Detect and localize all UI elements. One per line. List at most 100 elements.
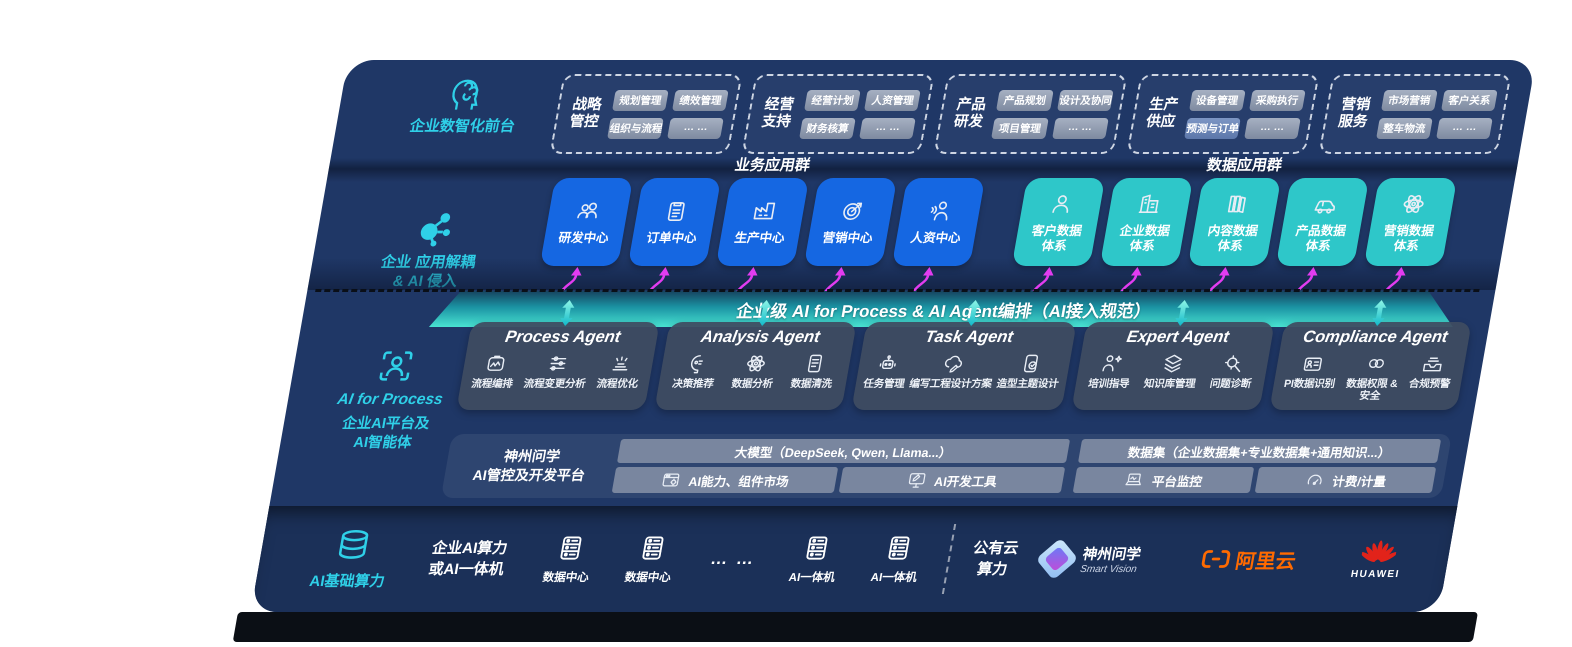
agent-title: Task Agent <box>923 328 1015 346</box>
model-platform-group: 大模型（DeepSeek, Qwen, Llama...） AI能力、组件市场 … <box>611 439 1071 493</box>
atom-icon <box>1398 191 1429 217</box>
app-label: 营销中心 <box>821 231 874 245</box>
infra-nodes: 数据中心 数据中心 … … AI一体机 AI一体机 <box>523 519 943 599</box>
optimize-stack-icon <box>607 352 634 375</box>
smart-vision-logo: 神州问学 Smart Vision <box>1035 537 1191 581</box>
group-label: 战略 管控 <box>568 97 603 130</box>
app-column: 企业数据 体系 <box>1093 178 1194 303</box>
node-datacenter: 数据中心 <box>523 519 615 599</box>
id-card-icon <box>1300 352 1327 375</box>
pill: 规划管理 <box>612 89 669 111</box>
app-box-order-center: 订单中心 <box>627 178 722 266</box>
app-label: 客户数据 体系 <box>1030 223 1084 253</box>
smart-vision-diamond-icon <box>1035 537 1079 581</box>
pill: 组织与流程 <box>607 117 664 139</box>
agent-item: 流程优化 <box>596 352 644 390</box>
robot-icon <box>874 352 901 375</box>
floor-shadow <box>232 612 1478 642</box>
app-label: 生产中心 <box>733 231 786 245</box>
app-label: 订单中心 <box>645 231 698 245</box>
hr-people-icon <box>925 198 956 224</box>
pill: 财务核算 <box>799 117 857 139</box>
app-box-hr-center: 人资中心 <box>891 178 986 266</box>
document-icon <box>801 352 828 375</box>
agent-column: Process Agent 流程编排 流程变更分析 流程优化 <box>456 300 663 410</box>
server-icon <box>799 533 834 563</box>
agent-item: 决策推荐 <box>671 352 719 390</box>
scan-person-icon <box>373 346 420 386</box>
server-icon <box>635 533 670 563</box>
agent-item: 知识库管理 <box>1143 352 1201 390</box>
pill: 绩效管理 <box>672 89 730 111</box>
pill: … … <box>1243 117 1301 139</box>
agent-column: Expert Agent 培训指导 知识库管理 问题诊断 <box>1071 300 1278 410</box>
infra-rail: AI基础算力 <box>290 527 411 591</box>
app-column: 客户数据 体系 <box>1005 178 1106 303</box>
teal-double-arrow <box>560 300 575 326</box>
app-box-marketing-center: 营销中心 <box>803 178 898 266</box>
agent-item: 任务管理 <box>862 352 910 390</box>
app-label: 营销数据 体系 <box>1382 223 1436 253</box>
agent-card-compliance: Compliance Agent PI数据识别 数据权限 & 安全 合规预警 <box>1268 322 1472 410</box>
books-icon <box>1222 191 1253 217</box>
group-label: 产品 研发 <box>952 97 988 130</box>
group-label: 经营 支持 <box>760 97 796 130</box>
alicloud-label: 阿里云 <box>1233 550 1298 573</box>
devtools-bar: AI开发工具 <box>838 467 1066 493</box>
brain-head-icon <box>443 72 492 114</box>
app-label: 产品数据 体系 <box>1294 223 1348 253</box>
monitor-icon <box>1123 470 1147 490</box>
smart-vision-zh: 神州问学 <box>1081 547 1143 563</box>
pill: 人资管理 <box>864 89 922 111</box>
dashed-separator-line <box>315 289 1480 292</box>
pill: 项目管理 <box>991 117 1049 139</box>
alicloud-logo: 阿里云 <box>1199 545 1328 574</box>
app-column: 订单中心 <box>621 178 722 303</box>
huawei-label: HUAWEI <box>1349 568 1401 580</box>
pill: 整车物流 <box>1375 117 1433 139</box>
app-box-production-center: 生产中心 <box>715 178 810 266</box>
agent-item: 数据权限 & 安全 <box>1343 352 1403 402</box>
inbox-alert-icon <box>1420 352 1447 375</box>
app-column: 产品数据 体系 <box>1269 178 1370 303</box>
agent-item: 合规预警 <box>1408 352 1456 390</box>
pill: 预测与订单 <box>1183 117 1241 139</box>
business-apps: 研发中心 订单中心 生产中心 <box>533 178 986 303</box>
pill: 采购执行 <box>1248 89 1306 111</box>
data-apps-title: 数据应用群 <box>1205 157 1284 174</box>
pill: … … <box>1051 117 1109 139</box>
agent-title: Analysis Agent <box>699 328 822 346</box>
smart-vision-en: Smart Vision <box>1079 564 1138 575</box>
huawei-logo: HUAWEI <box>1332 539 1423 580</box>
agent-item: 编写工程设计方案 <box>908 352 997 390</box>
app-column: 生产中心 <box>709 178 810 303</box>
huawei-flower-icon <box>1360 540 1398 562</box>
group-marketing-service: 营销 服务 市场营销 客户关系 整车物流 … … <box>1318 74 1512 154</box>
compute-label: 企业AI算力 或AI一体机 <box>427 540 509 578</box>
agent-title: Process Agent <box>503 328 622 346</box>
pill: … … <box>859 117 917 139</box>
infra-band: AI基础算力 企业AI算力 或AI一体机 数据中心 数据中心 … … AI一体机 <box>250 506 1458 612</box>
data-apps: 客户数据 体系 企业数据 体系 内容数据 体系 <box>1005 178 1458 303</box>
model-bar: 大模型（DeepSeek, Qwen, Llama...） <box>616 439 1071 463</box>
dataset-bar: 数据集（企业数据集+专业数据集+通用知识...） <box>1077 439 1442 463</box>
agent-item: 问题诊断 <box>1209 352 1257 390</box>
node-datacenter: 数据中心 <box>605 519 697 599</box>
node-ai-appliance: AI一体机 <box>851 519 943 599</box>
agent-item: 流程编排 <box>470 352 518 390</box>
app-box-rd-center: 研发中心 <box>539 178 634 266</box>
pill: 设计及协同 <box>1056 89 1114 111</box>
layers-icon <box>1160 352 1187 375</box>
server-icon <box>881 533 916 563</box>
billing-bar: 计费/计量 <box>1254 467 1437 493</box>
atom-icon <box>742 352 769 375</box>
workflow-box-icon <box>482 352 509 375</box>
app-label: 人资中心 <box>909 231 962 245</box>
agent-card-task: Task Agent 任务管理 编写工程设计方案 造型主题设计 <box>851 322 1077 410</box>
agent-item: PI数据识别 <box>1283 352 1340 390</box>
teal-double-arrow <box>1175 300 1190 326</box>
node-ellipsis: … … <box>709 549 758 568</box>
group-label: 生产 供应 <box>1144 97 1180 130</box>
design-check-icon <box>1018 352 1045 375</box>
